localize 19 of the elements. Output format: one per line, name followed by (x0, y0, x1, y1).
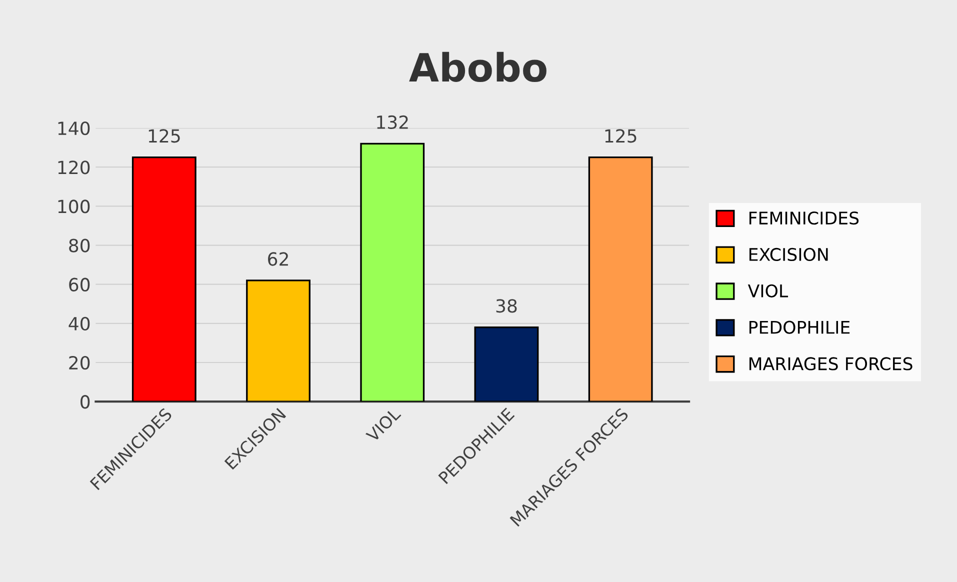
legend-label: PEDOPHILIE (749, 320, 850, 334)
y-tick-label: 20 (69, 356, 90, 370)
y-tick-label: 40 (68, 316, 90, 331)
y-tick-label: 60 (69, 278, 90, 292)
data-label: 62 (268, 252, 288, 266)
legend-label: FEMINICIDES (749, 211, 859, 225)
data-label: 125 (605, 129, 636, 143)
y-tick-label: 80 (69, 238, 90, 252)
data-label: 125 (148, 129, 180, 143)
y-tick-label: 0 (80, 395, 90, 409)
legend-label: MARIAGES FORCES (749, 357, 912, 370)
y-tick-label: 120 (58, 160, 90, 174)
legend-label: VIOL (748, 284, 788, 298)
y-tick-label: 100 (58, 200, 90, 214)
data-label: 132 (377, 115, 408, 130)
chart-title: Abobo (409, 52, 546, 82)
legend-label: EXCISION (749, 248, 828, 262)
y-tick-label: 140 (58, 122, 90, 136)
data-label: 38 (496, 299, 517, 313)
